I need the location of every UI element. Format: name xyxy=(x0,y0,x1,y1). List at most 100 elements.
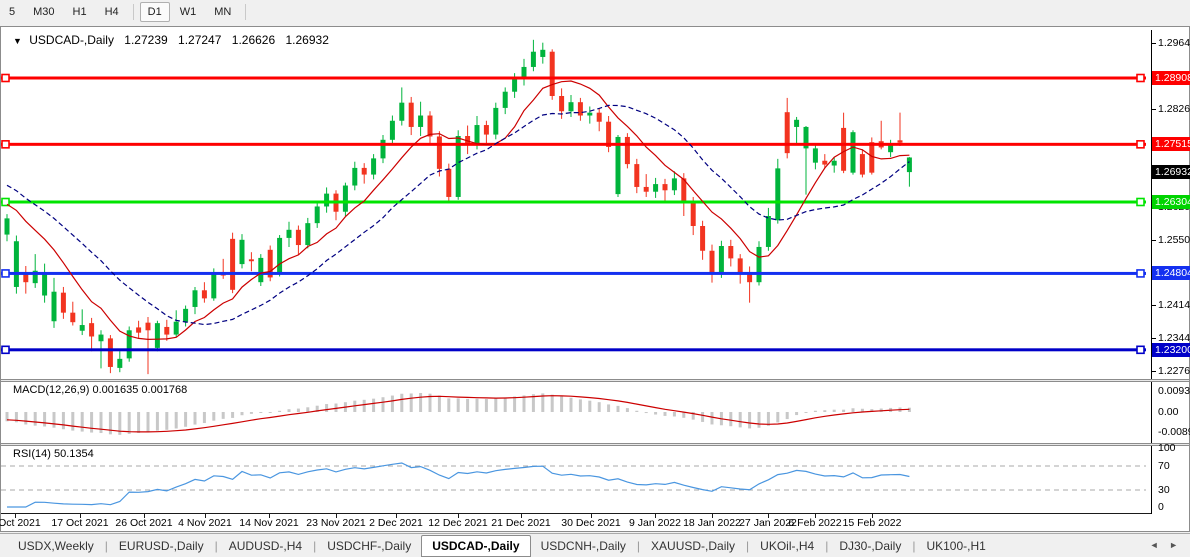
date-axis-label: 7 Oct 2021 xyxy=(0,517,41,529)
rsi-axis-label: 70 xyxy=(1158,460,1170,472)
chart-symbol-label: USDCAD-,Daily xyxy=(29,33,114,47)
ma-slow-line xyxy=(6,104,910,326)
toolbar-separator xyxy=(132,4,134,20)
pane-splitter-rsi[interactable] xyxy=(1,443,1189,446)
chart-tab-ukoil-h4[interactable]: UKOil-,H4 xyxy=(760,538,815,553)
date-tick xyxy=(712,514,713,518)
date-tick xyxy=(815,514,816,518)
chart-tab-uk100-h1[interactable]: UK100-,H1 xyxy=(926,538,986,553)
timeframe-button-d1[interactable]: D1 xyxy=(139,2,170,22)
price-chart-canvas[interactable] xyxy=(1,30,1151,514)
line-handle[interactable] xyxy=(1136,197,1145,207)
macd-indicator xyxy=(5,393,911,435)
date-axis-label: 15 Feb 2022 xyxy=(842,517,902,529)
ohlc-high: 1.27247 xyxy=(178,33,222,47)
chart-tab-usdchf-daily[interactable]: USDCHF-,Daily xyxy=(327,538,412,553)
tab-separator: | xyxy=(825,538,829,553)
chart-tab-usdcad-daily[interactable]: USDCAD-,Daily xyxy=(421,535,531,557)
chart-title: ▼ USDCAD-,Daily 1.27239 1.27247 1.26626 … xyxy=(13,33,329,47)
chart-tab-usdcnh-daily[interactable]: USDCNH-,Daily xyxy=(540,538,626,553)
ohlc-open: 1.27239 xyxy=(124,33,168,47)
price-axis-label: 1.25500 xyxy=(1158,234,1190,246)
price-badge: 1.23200 xyxy=(1152,343,1190,357)
tabs-container: USDX,Weekly | EURUSD-,Daily | AUDUSD-,H4 | USD… xyxy=(8,534,996,557)
chart-dropdown-arrow-icon[interactable]: ▼ xyxy=(13,36,22,46)
tab-separator: | xyxy=(746,538,750,553)
date-tick xyxy=(655,514,656,518)
ma-fast-line xyxy=(6,80,910,341)
line-handle[interactable] xyxy=(1136,345,1145,355)
date-axis-label: 18 Jan 2022 xyxy=(683,517,741,529)
timeframe-button-m30[interactable]: M30 xyxy=(33,6,55,18)
chart-tab-eurusd-daily[interactable]: EURUSD-,Daily xyxy=(118,538,204,553)
timeframe-button-w1[interactable]: W1 xyxy=(179,6,197,18)
tab-separator: | xyxy=(214,538,218,553)
price-badge: 1.24804 xyxy=(1152,266,1190,280)
date-axis-label: 17 Oct 2021 xyxy=(51,517,109,529)
horizontal-line[interactable] xyxy=(1,200,1146,204)
price-badge: 1.28908 xyxy=(1152,71,1190,85)
date-axis-label: 6 Feb 2022 xyxy=(788,517,842,529)
line-handle[interactable] xyxy=(1,140,10,149)
date-axis-label: 21 Dec 2021 xyxy=(491,517,551,529)
price-badge: 1.27515 xyxy=(1152,137,1190,151)
line-handle[interactable] xyxy=(1,73,10,83)
horizontal-line[interactable] xyxy=(1,142,1146,146)
date-axis-label: 14 Nov 2021 xyxy=(239,517,299,529)
date-tick xyxy=(15,514,16,518)
timeframe-button-5[interactable]: 5 xyxy=(9,6,16,18)
price-badge: 1.26932 xyxy=(1152,165,1190,179)
price-badge: 1.26304 xyxy=(1152,195,1190,209)
date-axis-label: 9 Jan 2022 xyxy=(629,517,681,529)
horizontal-lines xyxy=(1,73,1146,355)
line-handle[interactable] xyxy=(1,197,10,207)
axis-tick xyxy=(1152,305,1156,306)
tab-separator: | xyxy=(636,538,641,553)
pane-splitter-macd[interactable] xyxy=(1,379,1189,382)
timeframe-button-h1[interactable]: H1 xyxy=(72,6,87,18)
date-axis-label: 12 Dec 2021 xyxy=(428,517,488,529)
horizontal-line[interactable] xyxy=(1,348,1146,352)
timeframe-toolbar: 5 M30 H1 H4 D1 W1 MN xyxy=(0,0,1190,24)
rsi-axis-label: 0 xyxy=(1158,501,1164,513)
macd-axis-label: 0.00 xyxy=(1158,406,1179,418)
date-tick xyxy=(872,514,873,518)
rsi-axis-label: 100 xyxy=(1158,442,1176,454)
line-handle[interactable] xyxy=(1136,73,1145,83)
line-handle[interactable] xyxy=(1,269,10,278)
date-axis-label: 30 Dec 2021 xyxy=(561,517,621,529)
date-tick xyxy=(521,514,522,518)
date-tick xyxy=(396,514,397,518)
axis-tick xyxy=(1152,43,1156,44)
date-tick xyxy=(205,514,206,518)
line-handle[interactable] xyxy=(1,345,10,355)
date-tick xyxy=(336,514,337,518)
timeframe-button-h4[interactable]: H4 xyxy=(104,6,119,18)
chart-tab-audusd-h4[interactable]: AUDUSD-,H4 xyxy=(228,538,303,553)
chart-tab-dj30-daily[interactable]: DJ30-,Daily xyxy=(839,538,902,553)
price-axis[interactable]: 1.296401.282601.262001.255001.241401.234… xyxy=(1152,30,1190,514)
chart-tab-usdx-weekly[interactable]: USDX,Weekly xyxy=(18,538,94,553)
date-axis[interactable]: 7 Oct 2021 17 Oct 2021 26 Oct 2021 4 Nov 20… xyxy=(0,513,1151,531)
date-tick xyxy=(768,514,769,518)
macd-axis-label: 0.009345 xyxy=(1158,385,1190,397)
chart-tab-xauusd-daily[interactable]: XAUUSD-,Daily xyxy=(651,538,736,553)
horizontal-line[interactable] xyxy=(1,76,1146,80)
timeframe-button-mn[interactable]: MN xyxy=(214,6,232,18)
price-axis-label: 1.28260 xyxy=(1158,103,1190,115)
macd-label: MACD(12,26,9) 0.001635 0.001768 xyxy=(13,384,188,396)
date-axis-label: 26 Oct 2021 xyxy=(115,517,173,529)
horizontal-line[interactable] xyxy=(1,271,1146,275)
toolbar-separator xyxy=(245,4,247,20)
tab-scroll-arrows[interactable]: ◄ ► xyxy=(1149,540,1182,550)
line-handle[interactable] xyxy=(1136,140,1145,149)
date-tick xyxy=(458,514,459,518)
line-handle[interactable] xyxy=(1136,269,1145,278)
price-axis-label: 1.29640 xyxy=(1158,37,1190,49)
axis-tick xyxy=(1152,338,1156,339)
date-axis-label: 4 Nov 2021 xyxy=(178,517,232,529)
date-axis-label: 2 Dec 2021 xyxy=(369,517,423,529)
axis-tick xyxy=(1152,240,1156,241)
date-tick xyxy=(269,514,270,518)
macd-signal-line xyxy=(6,395,910,433)
